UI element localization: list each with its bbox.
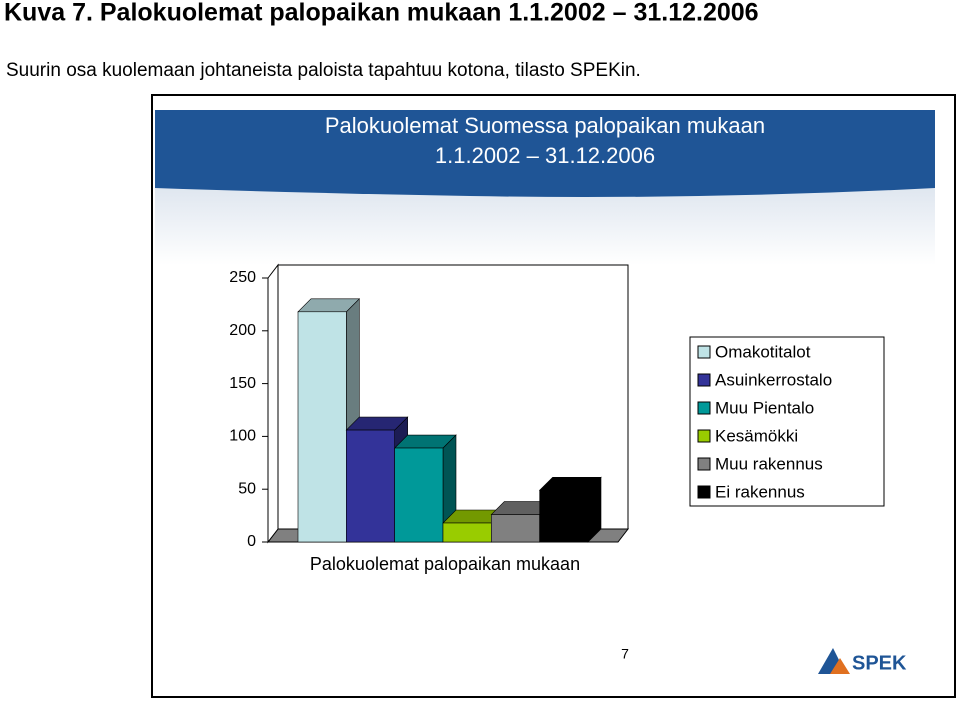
chart-title: 1.1.2002 – 31.12.2006 <box>435 143 655 168</box>
chart-title: Palokuolemat Suomessa palopaikan mukaan <box>325 113 765 138</box>
y-tick-label: 50 <box>238 480 256 497</box>
legend-swatch <box>697 373 711 387</box>
legend-box <box>689 336 885 507</box>
subheading: Suurin osa kuolemaan johtaneista paloist… <box>6 60 641 81</box>
bar <box>346 429 395 543</box>
y-tick-label: 200 <box>229 322 256 339</box>
legend-swatch <box>697 485 711 499</box>
bar <box>297 311 347 543</box>
legend-label: Omakotitalot <box>715 342 811 361</box>
legend-swatch <box>697 401 711 415</box>
legend-label: Muu rakennus <box>715 454 823 473</box>
page-number: 7 <box>621 646 629 662</box>
legend-label: Kesämökki <box>715 426 798 445</box>
x-tick-label: Palokuolemat palopaikan mukaan <box>310 554 580 574</box>
y-tick-label: 100 <box>229 428 256 445</box>
bar <box>491 514 540 543</box>
banner <box>155 110 935 197</box>
legend-swatch <box>697 429 711 443</box>
y-tick-label: 0 <box>247 533 256 550</box>
legend-swatch <box>697 457 711 471</box>
legend-label: Ei rakennus <box>715 482 805 501</box>
bar <box>394 447 444 543</box>
logo: SPEK <box>852 652 907 674</box>
y-tick-label: 150 <box>229 375 256 392</box>
legend-swatch <box>697 345 711 359</box>
legend-label: Muu Pientalo <box>715 398 814 417</box>
logo-mark <box>830 658 850 674</box>
side-wall <box>267 263 279 544</box>
plot: 0 50 100 150 200 250 Palokuolemat palopaikan m… <box>229 263 885 574</box>
bar <box>442 522 492 543</box>
bar <box>539 489 589 543</box>
legend-label: Asuinkerrostalo <box>715 370 832 389</box>
heading: Kuva 7. Palokuolemat palopaikan mukaan 1… <box>4 0 759 27</box>
y-tick-label: 250 <box>229 269 256 286</box>
